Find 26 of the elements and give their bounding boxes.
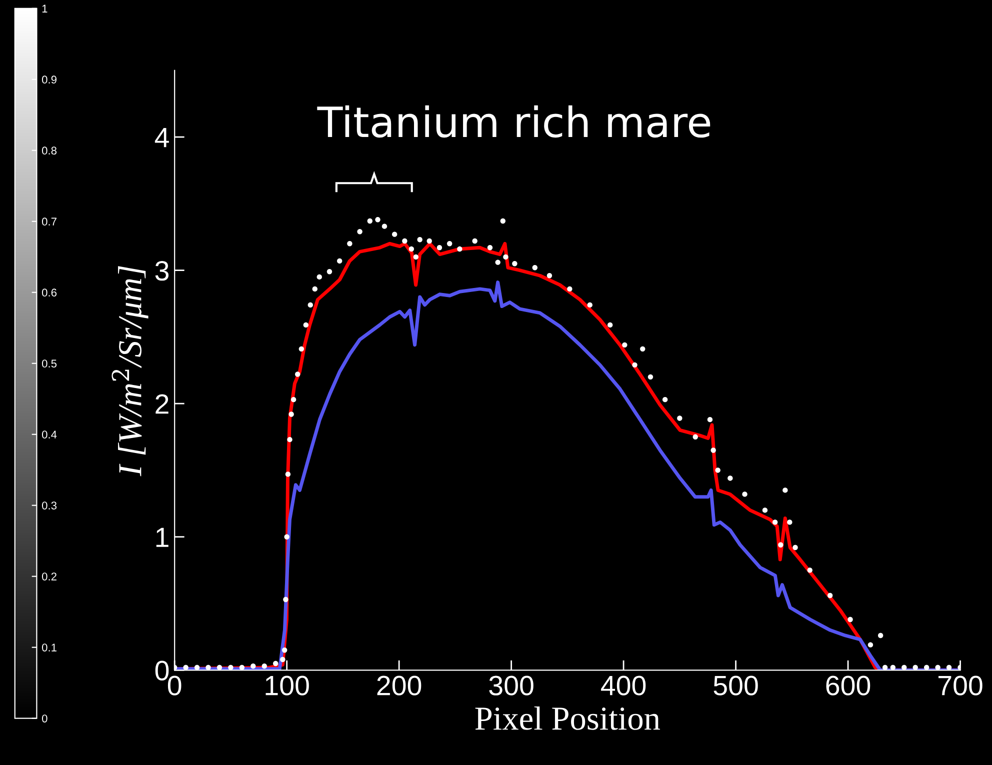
y-tick-label: 4	[154, 128, 169, 148]
y-tick-label: 1	[156, 528, 168, 547]
color-bar-label: 0.5	[42, 360, 57, 368]
color-bar-label: 1	[42, 4, 48, 12]
y-axis-title: I [W/m$^{2}$/Sr/μm]	[112, 266, 148, 476]
x-tick-label: 700	[938, 676, 982, 696]
color-bar-label: 0.3	[42, 502, 57, 510]
x-tick-label: 300	[489, 676, 534, 696]
x-tick-label: 600	[826, 676, 870, 696]
color-bar-label: 0.8	[42, 146, 57, 155]
x-tick-label: 200	[377, 676, 422, 696]
color-bar-label: 0	[42, 714, 48, 722]
color-bar-label: 0.7	[42, 218, 56, 226]
color-bar-label: 0.6	[42, 288, 57, 297]
color-bar-label: 0.4	[42, 430, 57, 438]
x-tick-label: 100	[266, 676, 309, 696]
y-tick-label: 2	[156, 394, 168, 414]
color-bar-label: 0.9	[42, 76, 56, 84]
x-tick-label: 500	[714, 676, 758, 696]
x-axis-title: Pixel Position	[475, 706, 660, 730]
annotation: Titanium rich mare	[317, 105, 710, 138]
color-bar-label: 0.2	[42, 572, 56, 580]
y-tick-label: 3	[155, 260, 169, 281]
color-bar-label: 0.1	[42, 644, 56, 652]
x-tick-label: 400	[601, 676, 646, 696]
y-tick-label: 0	[155, 660, 169, 680]
